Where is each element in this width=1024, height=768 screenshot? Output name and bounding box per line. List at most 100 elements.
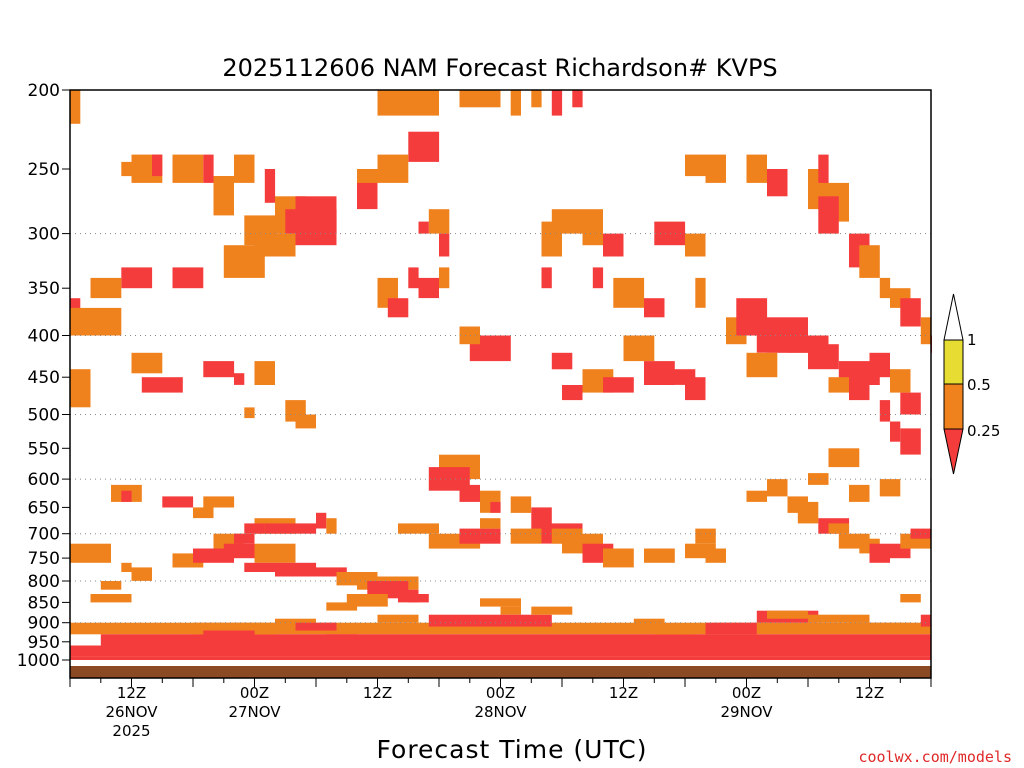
colorbar-label: 1	[967, 331, 977, 349]
heatmap-cell	[141, 377, 183, 393]
heatmap-cell	[613, 277, 645, 308]
heatmap-cell	[100, 581, 122, 590]
heatmap-cell	[480, 335, 501, 353]
heatmap-cell	[70, 645, 931, 657]
heatmap-cell	[869, 352, 890, 378]
heatmap-cell	[408, 131, 440, 162]
heatmap-cell	[152, 154, 163, 177]
heatmap-cell	[264, 523, 317, 534]
y-axis: 200 250 300 350 400 450 500 550 600 650 700 750 8008…	[17, 81, 70, 671]
heatmap-cell	[879, 479, 901, 497]
heatmap-cell	[541, 267, 552, 289]
heatmap-cell	[285, 209, 337, 234]
heatmap-cell	[510, 496, 532, 513]
heatmap-cell	[326, 634, 358, 642]
heatmap-cell	[131, 567, 152, 581]
heatmap-cell	[705, 622, 757, 635]
heatmap-cell	[644, 548, 675, 563]
heatmap-cell	[418, 221, 429, 234]
y-tick-label: 850	[28, 593, 60, 613]
heatmap-cell	[767, 479, 788, 497]
y-tick-label: 200	[28, 81, 60, 101]
heatmap-cell	[879, 400, 891, 422]
heatmap-cell	[264, 169, 276, 203]
heatmap-cell	[879, 277, 891, 299]
heatmap-cell	[275, 567, 347, 577]
heatmap-cell	[244, 407, 255, 419]
heatmap-cell	[869, 543, 890, 563]
x-tick-label: 12Z	[117, 684, 146, 702]
heatmap-cell	[685, 154, 706, 177]
heatmap-cell	[828, 377, 849, 393]
y-tick-label: 300	[28, 225, 60, 245]
heatmap-cell	[70, 656, 931, 660]
heatmap-cell	[152, 638, 931, 650]
heatmap-cell	[90, 594, 111, 603]
heatmap-cell	[70, 369, 91, 408]
heatmap-cell	[377, 154, 409, 183]
heatmap-cell	[480, 518, 501, 529]
y-tick-label: 600	[28, 470, 60, 490]
y-tick-label: 800	[28, 572, 60, 592]
colorbar-top-arrow	[943, 293, 964, 341]
heatmap-cell	[316, 512, 327, 529]
heatmap-cell	[633, 618, 665, 627]
heatmap-cell	[767, 610, 808, 619]
colorbar-legend: 1 0.5 0.25	[943, 293, 1000, 475]
heatmap-cell	[398, 523, 439, 534]
heatmap-cell	[254, 361, 275, 385]
heatmap-cell	[531, 90, 542, 108]
surface-band	[70, 666, 931, 678]
heatmap-cell	[900, 298, 921, 327]
heatmap-cell	[644, 298, 665, 318]
heatmap-cell	[685, 377, 706, 401]
y-tick-label: 700	[28, 525, 60, 545]
heatmap-cell	[203, 496, 235, 508]
heatmap-cell	[428, 209, 450, 234]
heatmap-cell	[377, 90, 439, 116]
heatmap-cell	[295, 414, 316, 429]
x-tick-label: 29NOV	[720, 703, 773, 721]
heatmap-cell	[428, 614, 552, 627]
y-tick-label: 900	[28, 614, 60, 634]
heatmap-cell	[418, 277, 439, 299]
y-tick-label: 500	[28, 406, 60, 426]
heatmap-cell	[623, 335, 655, 362]
heatmap-cell	[849, 484, 870, 502]
heatmap-cell	[808, 344, 839, 370]
heatmap-cell	[849, 385, 870, 401]
heatmap-cell	[203, 154, 214, 183]
heatmap-cell	[531, 606, 573, 615]
heatmap-cell	[767, 169, 788, 197]
heatmap-cell	[705, 154, 726, 183]
heatmap-cell	[900, 594, 921, 603]
heatmap-cell	[326, 518, 337, 534]
credit-link[interactable]: coolwx.com/models	[858, 748, 1012, 766]
y-tick-label: 250	[28, 160, 60, 180]
heatmap-cell	[551, 352, 573, 370]
heatmap-cell	[459, 326, 480, 345]
x-tick-label: 12Z	[609, 684, 638, 702]
colorbar-segment-orange	[943, 383, 964, 430]
heatmap-cell	[172, 154, 204, 183]
heatmap-cell	[459, 90, 501, 108]
heatmap-cell	[572, 90, 583, 108]
heatmap-cell	[818, 154, 829, 183]
heatmap-cell	[551, 528, 583, 544]
heatmap-cell	[459, 484, 480, 502]
heatmap-cell	[849, 622, 911, 631]
heatmap-cell	[234, 373, 245, 385]
heatmap-cell	[654, 626, 696, 635]
heatmap-cell	[500, 606, 521, 615]
x-tick-label: 27NOV	[228, 703, 281, 721]
heatmap-cell	[592, 267, 604, 289]
heatmap-cell	[408, 267, 419, 289]
colorbar-segment-yellow	[943, 339, 964, 385]
heatmap-cell	[746, 352, 778, 378]
y-tick-label: 1000	[17, 651, 60, 671]
chart-title: 2025112606 NAM Forecast Richardson# KVPS	[222, 54, 777, 82]
y-tick-label: 650	[28, 498, 60, 518]
heatmap-cell	[654, 221, 686, 246]
